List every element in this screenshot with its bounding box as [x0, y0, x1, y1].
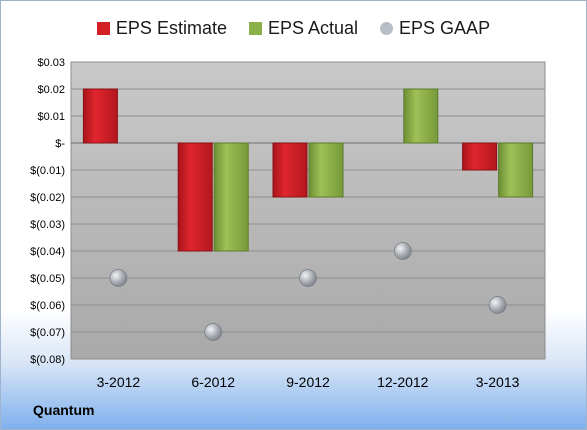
x-tick-label: 6-2012 — [191, 374, 235, 390]
y-tick-label: $0.02 — [37, 84, 65, 96]
y-tick-label: $(0.02) — [30, 192, 65, 204]
y-tick-label: $(0.04) — [30, 246, 65, 258]
actual-bar — [403, 88, 439, 144]
gaap-point — [393, 242, 412, 260]
legend-item-gaap: EPS GAAP — [380, 18, 490, 39]
y-tick-label: $(0.01) — [30, 165, 65, 177]
y-tick-label: $(0.05) — [30, 273, 65, 285]
y-tick-label: $(0.03) — [30, 219, 65, 231]
legend-swatch-actual — [248, 21, 262, 35]
x-tick-label: 3-2013 — [476, 374, 520, 390]
y-tick-label: $- — [55, 138, 65, 150]
legend-label-actual: EPS Actual — [267, 17, 359, 38]
y-tick-label: $(0.06) — [30, 300, 65, 312]
actual-bar — [213, 142, 249, 252]
legend-swatch-estimate — [96, 21, 110, 35]
y-tick-label: $0.01 — [37, 111, 65, 123]
legend-item-estimate: EPS Estimate — [96, 17, 227, 39]
x-tick-label: 12-2012 — [377, 374, 429, 390]
actual-bar — [498, 142, 534, 198]
x-tick-label: 9-2012 — [286, 374, 330, 390]
estimate-bar — [177, 142, 213, 252]
legend-item-actual: EPS Actual — [248, 17, 359, 39]
plot-area — [70, 61, 546, 360]
y-tick-label: $(0.07) — [30, 327, 65, 339]
y-tick-label: $0.03 — [37, 57, 65, 69]
legend-label-gaap: EPS GAAP — [399, 17, 491, 38]
gaap-point — [109, 269, 128, 287]
actual-bar — [308, 142, 344, 198]
gaap-point — [299, 269, 317, 287]
legend: EPS Estimate EPS Actual EPS GAAP — [0, 14, 587, 42]
legend-label-estimate: EPS Estimate — [115, 17, 227, 38]
estimate-bar — [82, 88, 118, 144]
y-tick-label: $(0.08) — [30, 354, 65, 366]
estimate-bar — [462, 142, 498, 171]
x-tick-label: 3-2012 — [97, 374, 141, 390]
gaap-point — [488, 296, 507, 314]
estimate-bar — [272, 142, 308, 198]
legend-swatch-gaap — [380, 21, 394, 35]
gaap-point — [204, 323, 223, 341]
company-name: Quantum — [33, 402, 95, 418]
